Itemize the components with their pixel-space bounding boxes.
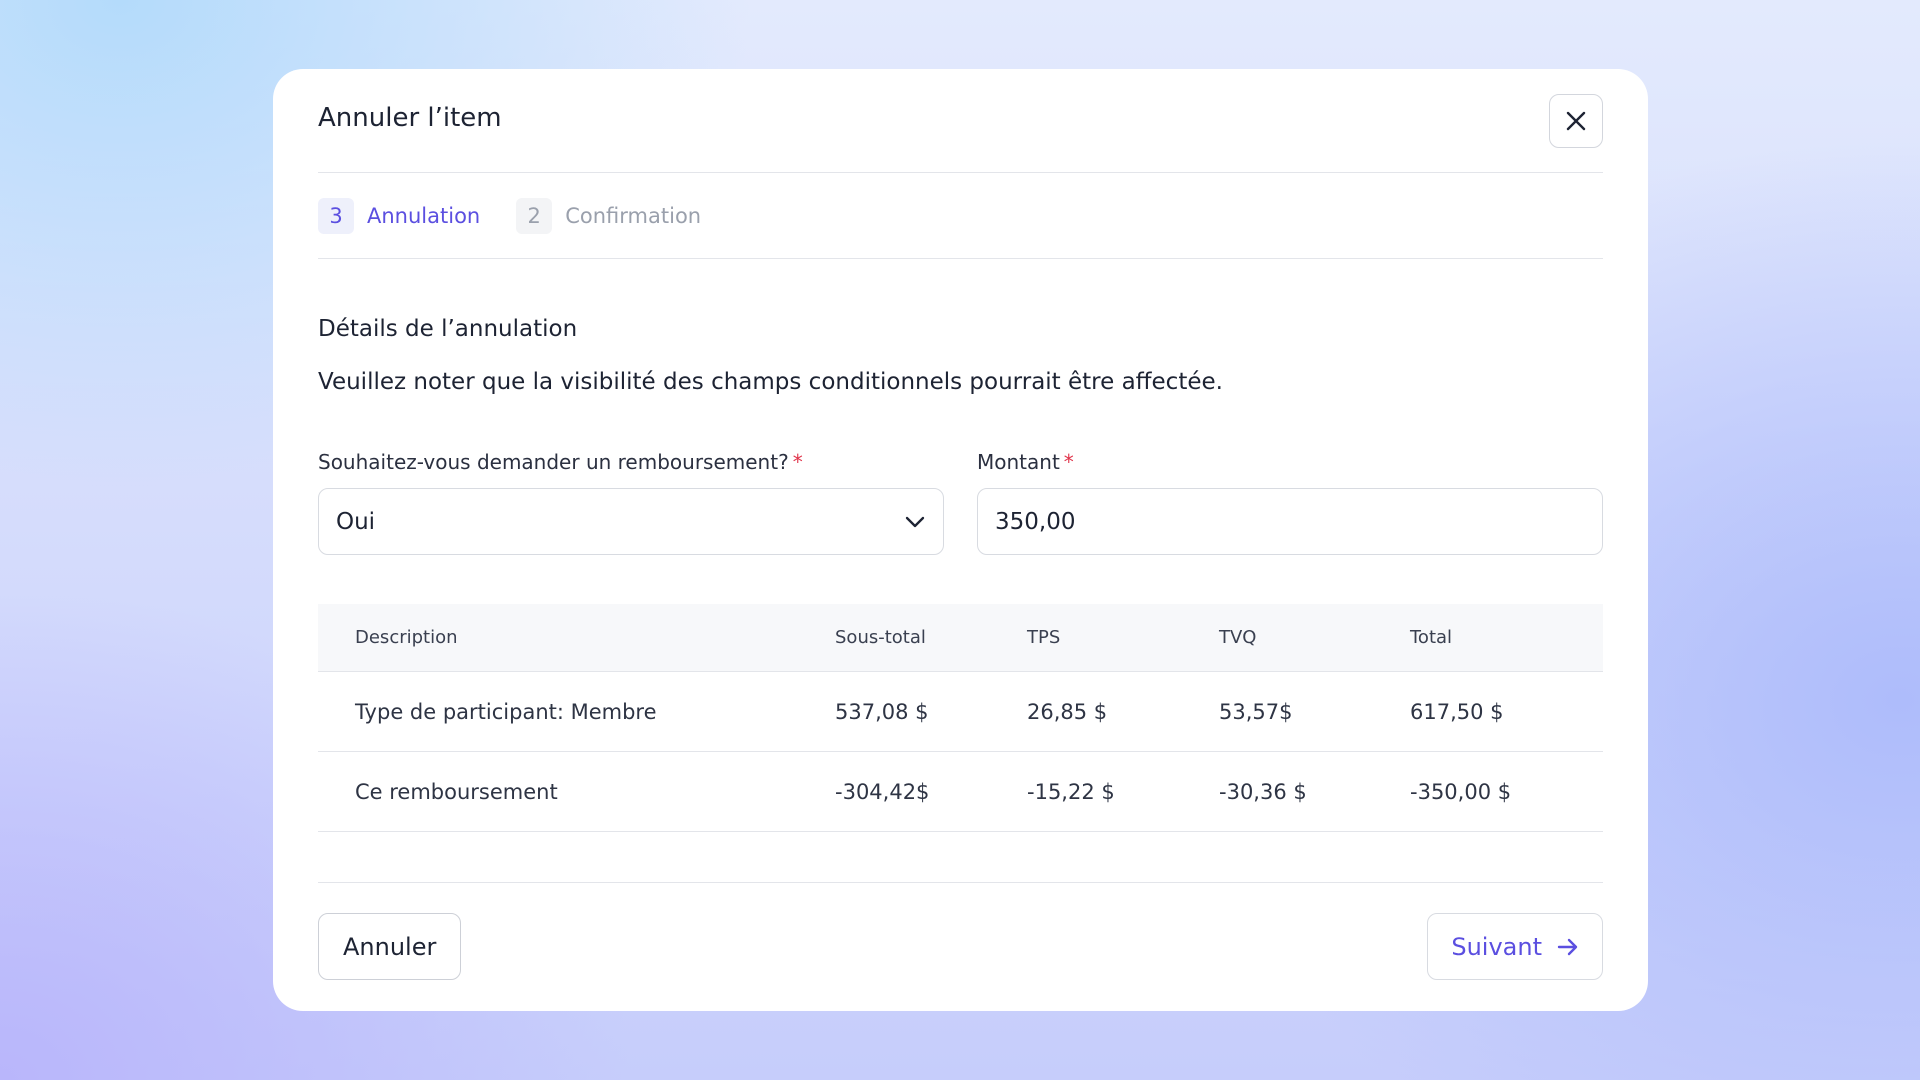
amount-label: Montant * xyxy=(977,448,1603,476)
refund-label-text: Souhaitez-vous demander un remboursement… xyxy=(318,450,789,474)
required-marker: * xyxy=(1063,450,1074,474)
cell-description: Type de participant: Membre xyxy=(355,699,657,724)
next-button[interactable]: Suivant xyxy=(1427,913,1603,980)
close-button[interactable] xyxy=(1549,94,1603,148)
column-header-tps: TPS xyxy=(1027,627,1061,648)
cancel-button-label: Annuler xyxy=(343,932,437,961)
table-row: Ce remboursement -304,42$ -15,22 $ -30,3… xyxy=(318,752,1603,832)
cell-tps: 26,85 $ xyxy=(1027,699,1108,724)
cell-tvq: -30,36 $ xyxy=(1219,779,1307,804)
refund-field: Souhaitez-vous demander un remboursement… xyxy=(318,448,944,555)
arrow-right-icon xyxy=(1556,937,1580,957)
column-header-total: Total xyxy=(1410,627,1453,648)
step-number: 2 xyxy=(516,197,553,234)
column-header-description: Description xyxy=(355,627,458,648)
refund-table: Description Sous-total TPS TVQ Total Typ… xyxy=(318,604,1603,832)
column-header-tvq: TVQ xyxy=(1219,627,1257,648)
chevron-down-icon xyxy=(905,516,925,527)
modal-footer: Annuler Suivant xyxy=(318,882,1603,1011)
refund-select-value: Oui xyxy=(336,508,376,535)
section-title: Détails de l’annulation xyxy=(318,316,578,342)
step-confirmation[interactable]: 2 Confirmation xyxy=(516,197,702,234)
next-button-label: Suivant xyxy=(1451,932,1542,961)
refund-label: Souhaitez-vous demander un remboursement… xyxy=(318,448,944,476)
cell-tvq: 53,57$ xyxy=(1219,699,1293,724)
cell-tps: -15,22 $ xyxy=(1027,779,1115,804)
cell-subtotal: -304,42$ xyxy=(835,779,930,804)
step-label: Confirmation xyxy=(565,203,702,228)
refund-select[interactable]: Oui xyxy=(318,488,944,555)
amount-field: Montant * 350,00 xyxy=(977,448,1603,555)
cancel-button[interactable]: Annuler xyxy=(318,913,462,980)
section-description: Veuillez noter que la visibilité des cha… xyxy=(318,369,1223,395)
step-label: Annulation xyxy=(367,203,481,228)
step-number: 3 xyxy=(318,197,354,234)
cancel-item-modal: Annuler l’item 3 Annulation 2 Confirmati… xyxy=(273,69,1648,1011)
required-marker: * xyxy=(792,450,803,474)
close-icon xyxy=(1566,111,1586,131)
cell-total: -350,00 $ xyxy=(1410,779,1512,804)
modal-title: Annuler l’item xyxy=(318,103,502,133)
modal-header: Annuler l’item xyxy=(318,69,1603,173)
table-row: Type de participant: Membre 537,08 $ 26,… xyxy=(318,672,1603,752)
table-header: Description Sous-total TPS TVQ Total xyxy=(318,604,1603,672)
step-annulation[interactable]: 3 Annulation xyxy=(318,197,481,234)
amount-input-value: 350,00 xyxy=(995,508,1076,535)
cell-subtotal: 537,08 $ xyxy=(835,699,929,724)
column-header-subtotal: Sous-total xyxy=(835,627,926,648)
form-fields: Souhaitez-vous demander un remboursement… xyxy=(318,448,1603,555)
amount-label-text: Montant xyxy=(977,450,1060,474)
amount-input[interactable]: 350,00 xyxy=(977,488,1603,555)
stepper: 3 Annulation 2 Confirmation xyxy=(318,173,1603,259)
cell-description: Ce remboursement xyxy=(355,779,558,804)
cell-total: 617,50 $ xyxy=(1410,699,1504,724)
